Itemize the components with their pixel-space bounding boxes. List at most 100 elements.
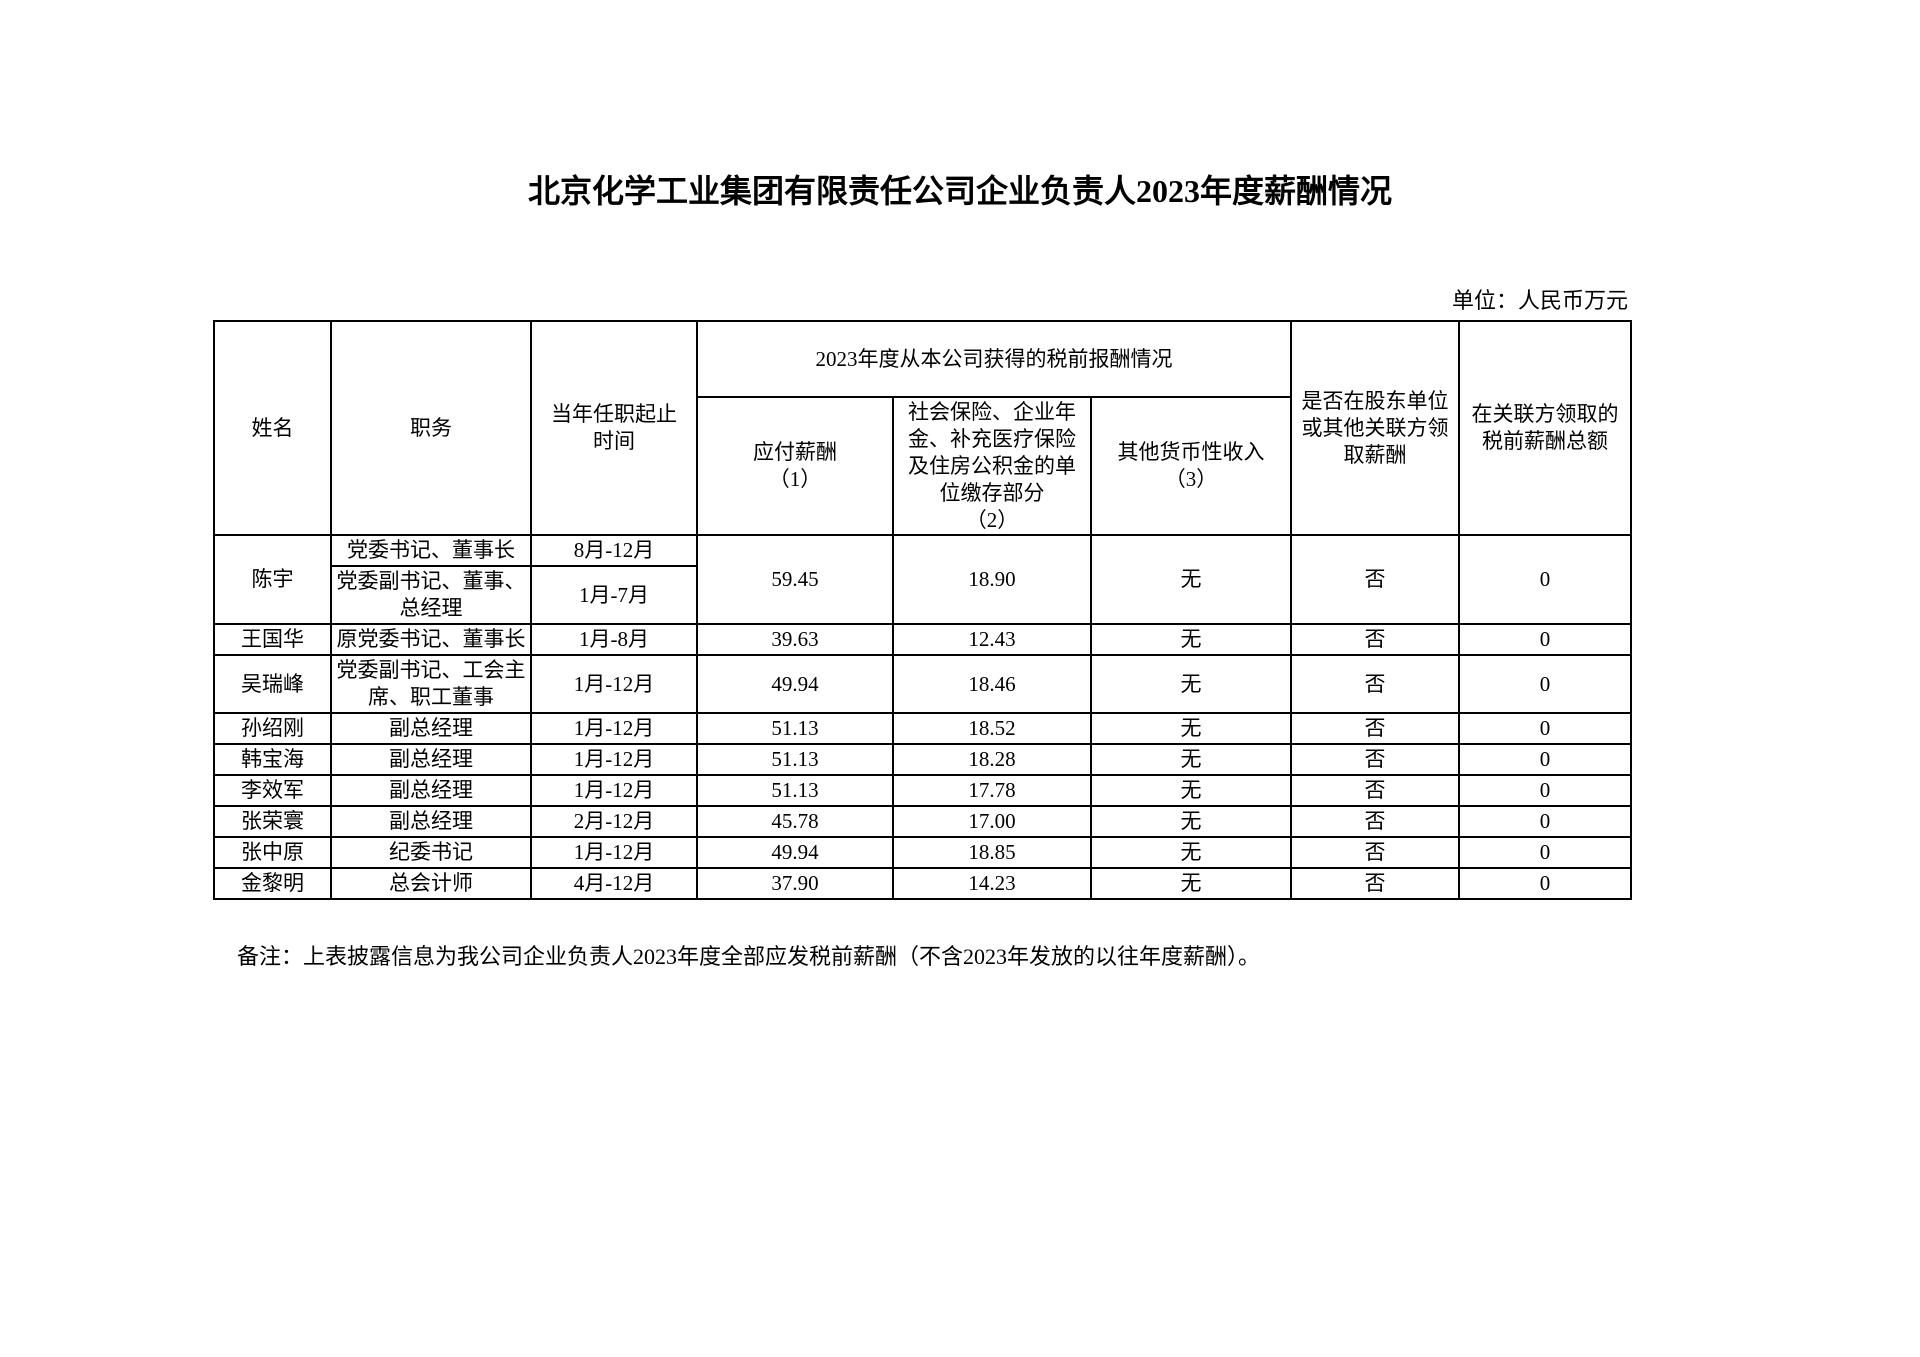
table-row: 李效军 副总经理 1月-12月 51.13 17.78 无 否 0 [213, 773, 1632, 807]
cell-tenure: 1月-8月 [530, 623, 698, 657]
col-header-social-insurance: 社会保险、企业年 金、补充医疗保险 及住房公积金的单 位缴存部分 （2） [892, 395, 1092, 537]
cell-position: 副总经理 [330, 773, 532, 807]
header-row-sub: 应付薪酬 （1） 社会保险、企业年 金、补充医疗保险 及住房公积金的单 位缴存部… [214, 395, 1631, 537]
cell-shareholder-pay: 否 [1290, 835, 1460, 869]
cell-social-insurance: 18.28 [892, 742, 1092, 776]
col-header-name: 姓名 [213, 319, 332, 537]
cell-name: 孙绍刚 [213, 711, 332, 745]
cell-payable: 49.94 [696, 654, 894, 714]
cell-social-insurance: 17.78 [892, 773, 1092, 807]
cell-related-total: 0 [1458, 742, 1632, 776]
cell-other-income: 无 [1090, 623, 1292, 657]
cell-payable: 45.78 [696, 804, 894, 838]
table-row: 党委副书记、董事、 总经理 1月-7月 [214, 565, 1631, 626]
cell-tenure: 4月-12月 [530, 866, 698, 900]
cell-position: 党委副书记、工会主 席、职工董事 [330, 654, 532, 714]
cell-other-income: 无 [1090, 866, 1292, 900]
table-row: 王国华 原党委书记、董事长 1月-8月 39.63 12.43 无 否 0 [213, 623, 1632, 657]
cell-other-income: 无 [1090, 742, 1292, 776]
cell-social-insurance: 14.23 [892, 866, 1092, 900]
cell-position: 副总经理 [330, 742, 532, 776]
cell-name: 李效军 [213, 773, 332, 807]
cell-tenure: 1月-12月 [530, 711, 698, 745]
cell-shareholder-pay: 否 [1290, 534, 1460, 626]
cell-position: 副总经理 [330, 804, 532, 838]
cell-position: 总会计师 [330, 866, 532, 900]
header-row-top: 姓名 职务 当年任职起止 时间 2023年度从本公司获得的税前报酬情况 是否在股… [213, 319, 1632, 537]
cell-other-income: 无 [1090, 534, 1292, 626]
cell-payable: 51.13 [696, 711, 894, 745]
cell-social-insurance: 18.85 [892, 835, 1092, 869]
cell-payable: 51.13 [696, 742, 894, 776]
table-row: 韩宝海 副总经理 1月-12月 51.13 18.28 无 否 0 [213, 742, 1632, 776]
cell-name: 金黎明 [213, 866, 332, 900]
cell-name: 吴瑞峰 [213, 654, 332, 714]
cell-other-income: 无 [1090, 654, 1292, 714]
col-header-shareholder-pay: 是否在股东单位 或其他关联方领 取薪酬 [1290, 319, 1460, 537]
cell-position: 原党委书记、董事长 [330, 623, 532, 657]
cell-social-insurance: 12.43 [892, 623, 1092, 657]
cell-related-total: 0 [1458, 534, 1632, 626]
cell-payable: 59.45 [696, 534, 894, 626]
footnote: 备注：上表披露信息为我公司企业负责人2023年度全部应发税前薪酬（不含2023年… [237, 944, 1261, 969]
cell-shareholder-pay: 否 [1290, 804, 1460, 838]
table-row: 陈宇 党委书记、董事长 8月-12月 59.45 18.90 无 否 0 [213, 534, 1632, 626]
cell-shareholder-pay: 否 [1290, 711, 1460, 745]
cell-shareholder-pay: 否 [1290, 742, 1460, 776]
cell-social-insurance: 18.90 [892, 534, 1092, 626]
cell-related-total: 0 [1458, 773, 1632, 807]
cell-shareholder-pay: 否 [1290, 866, 1460, 900]
col-header-other-income: 其他货币性收入 （3） [1090, 395, 1292, 537]
col-header-pretax-group: 2023年度从本公司获得的税前报酬情况 [696, 320, 1292, 398]
cell-other-income: 无 [1090, 835, 1292, 869]
table-row: 孙绍刚 副总经理 1月-12月 51.13 18.52 无 否 0 [213, 711, 1632, 745]
table-row: 吴瑞峰 党委副书记、工会主 席、职工董事 1月-12月 49.94 18.46 … [213, 654, 1632, 714]
cell-position: 党委副书记、董事、 总经理 [330, 565, 532, 626]
col-header-tenure: 当年任职起止 时间 [530, 319, 698, 537]
col-header-payable: 应付薪酬 （1） [696, 395, 894, 537]
cell-social-insurance: 17.00 [892, 804, 1092, 838]
cell-position: 副总经理 [330, 711, 532, 745]
cell-name: 韩宝海 [213, 742, 332, 776]
cell-related-total: 0 [1458, 623, 1632, 657]
table-row: 张中原 纪委书记 1月-12月 49.94 18.85 无 否 0 [213, 835, 1632, 869]
cell-related-total: 0 [1458, 835, 1632, 869]
cell-other-income: 无 [1090, 773, 1292, 807]
cell-name: 张中原 [213, 835, 332, 869]
cell-payable: 51.13 [696, 773, 894, 807]
table-row: 张荣寰 副总经理 2月-12月 45.78 17.00 无 否 0 [213, 804, 1632, 838]
cell-other-income: 无 [1090, 804, 1292, 838]
cell-social-insurance: 18.52 [892, 711, 1092, 745]
cell-shareholder-pay: 否 [1290, 654, 1460, 714]
cell-name: 王国华 [213, 623, 332, 657]
cell-payable: 37.90 [696, 866, 894, 900]
unit-label: 单位：人民币万元 [1451, 288, 1628, 313]
cell-position: 纪委书记 [330, 835, 532, 869]
cell-tenure: 2月-12月 [530, 804, 698, 838]
cell-shareholder-pay: 否 [1290, 623, 1460, 657]
cell-payable: 49.94 [696, 835, 894, 869]
salary-table: 姓名 职务 当年任职起止 时间 2023年度从本公司获得的税前报酬情况 是否在股… [213, 319, 1632, 900]
cell-name: 张荣寰 [213, 804, 332, 838]
cell-position: 党委书记、董事长 [330, 534, 532, 568]
cell-tenure: 1月-12月 [530, 835, 698, 869]
cell-shareholder-pay: 否 [1290, 773, 1460, 807]
cell-tenure: 1月-12月 [530, 654, 698, 714]
cell-related-total: 0 [1458, 711, 1632, 745]
cell-payable: 39.63 [696, 623, 894, 657]
cell-other-income: 无 [1090, 711, 1292, 745]
page-title: 北京化学工业集团有限责任公司企业负责人2023年度薪酬情况 [527, 173, 1392, 209]
cell-name: 陈宇 [213, 534, 332, 626]
cell-related-total: 0 [1458, 866, 1632, 900]
cell-related-total: 0 [1458, 654, 1632, 714]
cell-tenure: 1月-12月 [530, 773, 698, 807]
col-header-related-total: 在关联方领取的 税前薪酬总额 [1458, 319, 1632, 537]
cell-tenure: 1月-12月 [530, 742, 698, 776]
cell-tenure: 8月-12月 [530, 534, 698, 568]
cell-social-insurance: 18.46 [892, 654, 1092, 714]
table-row: 金黎明 总会计师 4月-12月 37.90 14.23 无 否 0 [213, 866, 1632, 900]
col-header-position: 职务 [330, 319, 532, 537]
cell-related-total: 0 [1458, 804, 1632, 838]
cell-tenure: 1月-7月 [530, 565, 698, 626]
